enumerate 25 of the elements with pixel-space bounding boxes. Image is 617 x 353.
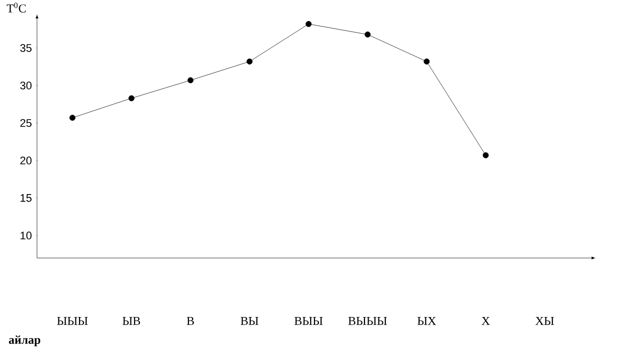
y-axis-title: T$^{0}$C — [6, 2, 26, 12]
y-tick-label: 10 — [20, 232, 32, 240]
point — [364, 32, 371, 38]
y-tick-label: 30 — [20, 82, 32, 90]
x-tick-label: ХЫ — [536, 317, 554, 325]
point — [128, 95, 134, 102]
y-tick-label: 35 — [20, 44, 32, 52]
point — [246, 58, 253, 64]
x-tick-label: В — [186, 317, 194, 325]
point — [424, 58, 430, 64]
x-tick-label: ЫХ — [418, 317, 436, 325]
y-tick-label: 25 — [20, 119, 32, 127]
point — [306, 21, 312, 27]
x-tick-label: ВЫЫ — [294, 317, 323, 325]
y-tick-label: 20 — [20, 156, 32, 164]
point — [69, 114, 76, 121]
y-tick-label: 15 — [20, 194, 32, 202]
point — [482, 152, 489, 158]
x-tick-label: ЫВ — [122, 317, 140, 325]
x-tick-label: ВЫ — [240, 317, 258, 325]
x-axis-title: айлар — [8, 336, 40, 346]
x-tick-label: ВЫЫЫ — [348, 317, 387, 325]
x-tick-label: Х — [482, 317, 490, 325]
x-tick-label: ЫЫЫ — [57, 317, 88, 325]
point — [188, 77, 194, 84]
